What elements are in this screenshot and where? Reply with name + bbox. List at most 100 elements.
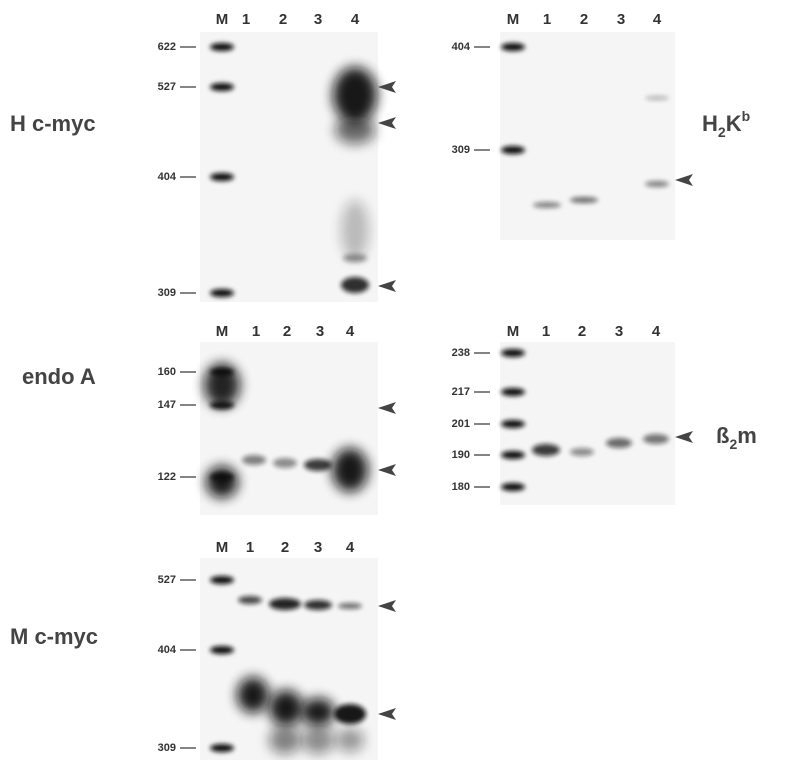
marker-size: 527: [158, 574, 176, 586]
marker-size: 190: [452, 449, 470, 461]
lane-label: 4: [653, 11, 662, 28]
ladder-band: [210, 744, 234, 752]
label-part: endo A: [22, 364, 96, 389]
lane-label: 1: [542, 323, 550, 340]
marker-size: 527: [158, 81, 176, 93]
sample-band: [645, 181, 669, 187]
lane-label: 3: [314, 11, 322, 28]
sample-band: [302, 726, 334, 754]
lane-label: 4: [346, 539, 355, 556]
sample-band: [341, 277, 369, 293]
lane-label: 1: [543, 11, 551, 28]
lane-label: 2: [283, 323, 291, 340]
sample-band: [570, 197, 598, 203]
arrowhead: [378, 81, 396, 93]
ladder-band: [501, 388, 525, 396]
lane-label: 1: [242, 11, 250, 28]
marker-size: 201: [452, 418, 470, 430]
lane-label: 2: [580, 11, 588, 28]
label-part: 2: [718, 124, 726, 140]
sample-band: [645, 96, 669, 100]
sample-band: [336, 728, 364, 752]
ladder-band: [501, 420, 525, 428]
sample-band: [273, 458, 297, 468]
ladder-band: [501, 43, 525, 51]
ladder-band: [501, 146, 525, 154]
lane-label: 2: [279, 11, 287, 28]
marker-size: 309: [158, 287, 176, 299]
ladder-band: [501, 451, 525, 459]
marker-size: 404: [158, 171, 177, 183]
ladder-band: [210, 83, 234, 91]
arrowhead: [378, 402, 396, 414]
marker-size: 122: [158, 471, 176, 483]
marker-size: 309: [158, 742, 176, 754]
lane-label: 3: [617, 11, 625, 28]
ladder-band: [210, 173, 234, 181]
marker-size: 404: [158, 644, 177, 656]
arrowhead: [378, 464, 396, 476]
lane-label: 1: [252, 323, 260, 340]
sample-band: [238, 596, 262, 604]
label-part: H: [702, 111, 718, 136]
arrowhead: [378, 708, 396, 720]
label-part: M c-myc: [10, 624, 98, 649]
ladder-band: [210, 43, 234, 51]
lane-label: 2: [281, 539, 289, 556]
lane-label: 4: [346, 323, 355, 340]
lane-label: 2: [578, 323, 586, 340]
sample-band: [301, 698, 335, 726]
ladder-band: [501, 349, 525, 357]
sample-band: [643, 434, 669, 444]
marker-size: 238: [452, 347, 470, 359]
lane-label: M: [216, 539, 229, 556]
sample-band: [204, 363, 240, 407]
sample-band: [343, 254, 367, 262]
arrowhead: [378, 600, 396, 612]
sample-band: [532, 444, 560, 456]
sample-band: [570, 448, 594, 456]
arrowhead: [378, 117, 396, 129]
marker-size: 404: [452, 41, 471, 53]
lane-label: 1: [246, 539, 254, 556]
sample-band: [335, 116, 375, 144]
marker-size: 147: [158, 399, 176, 411]
marker-size: 180: [452, 481, 470, 493]
marker-size: 622: [158, 41, 176, 53]
ladder-band: [210, 646, 234, 654]
sample-band: [332, 448, 368, 492]
panel-label: endo A: [22, 364, 96, 389]
sample-band: [237, 677, 269, 713]
sample-band: [206, 466, 238, 498]
lane-label: M: [507, 11, 520, 28]
sample-band: [304, 459, 332, 471]
lane-label: 4: [351, 11, 360, 28]
label-part: b: [742, 108, 751, 124]
sample-band: [341, 200, 369, 260]
lane-label: 3: [314, 539, 322, 556]
marker-size: 160: [158, 366, 176, 378]
sample-band: [334, 704, 366, 724]
sample-band: [338, 603, 362, 609]
sample-band: [269, 598, 301, 610]
ladder-band: [210, 576, 234, 584]
sample-band: [606, 438, 632, 448]
sample-band: [269, 690, 303, 726]
gel-background: [500, 342, 675, 505]
figure: M1234622527404309H c-mycM1234404309H2KbM…: [0, 0, 794, 760]
marker-size: 309: [452, 144, 470, 156]
panel-label: H2Kb: [702, 108, 750, 140]
label-part: H c-myc: [10, 111, 96, 136]
label-part: K: [726, 111, 742, 136]
arrowhead: [378, 280, 396, 292]
panel-label: ß2m: [716, 423, 757, 452]
label-part: m: [737, 423, 757, 448]
label-part: ß: [716, 423, 729, 448]
sample-band: [304, 600, 332, 610]
arrowhead: [675, 174, 693, 186]
